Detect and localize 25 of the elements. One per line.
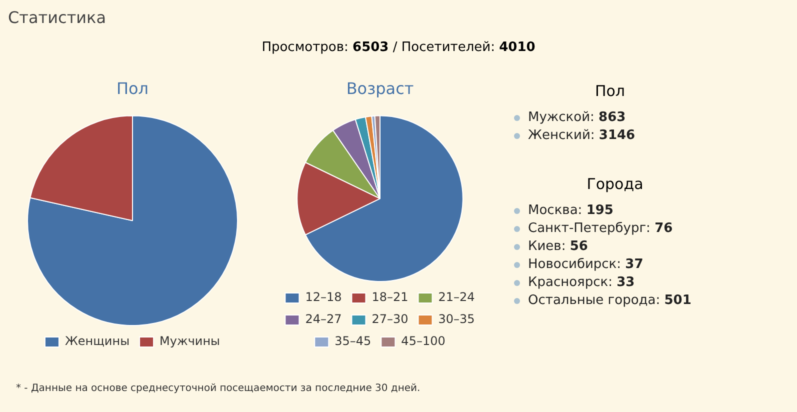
legend-label: 21–24 bbox=[438, 290, 475, 304]
text: Мужской: 863 bbox=[528, 110, 626, 125]
legend-label: 18–21 bbox=[372, 290, 408, 304]
text: Просмотров: 6503 / Посетителей: 4010 bbox=[262, 40, 536, 55]
legend-label: Мужчины bbox=[160, 334, 220, 348]
chart-title: Пол bbox=[116, 78, 149, 98]
text: * - Данные на основе среднесуточной посещаемости за последние 30 дней. bbox=[16, 383, 420, 394]
text: Москва: 195 bbox=[528, 203, 614, 218]
legend-label: 27–30 bbox=[372, 312, 408, 326]
legend-label: 45–100 bbox=[401, 334, 446, 348]
text: Киев: 56 bbox=[528, 239, 588, 254]
text: Пол bbox=[594, 82, 626, 100]
legend-label: 35–45 bbox=[334, 334, 372, 348]
text: Остальные города: 501 bbox=[528, 293, 692, 308]
legend-label: 30–35 bbox=[438, 312, 475, 326]
legend-label: Женщины bbox=[64, 334, 130, 348]
text: Красноярск: 33 bbox=[528, 275, 635, 290]
text: Санкт-Петербург: 76 bbox=[528, 221, 673, 236]
legend-label: 24–27 bbox=[305, 312, 342, 326]
legend-label: 12–18 bbox=[305, 290, 342, 304]
chart-title: Возраст bbox=[346, 78, 414, 98]
text: Новосибирск: 37 bbox=[528, 257, 644, 272]
text: Статистика bbox=[8, 8, 106, 27]
text: Города bbox=[586, 175, 644, 193]
text: Женский: 3146 bbox=[528, 128, 636, 143]
